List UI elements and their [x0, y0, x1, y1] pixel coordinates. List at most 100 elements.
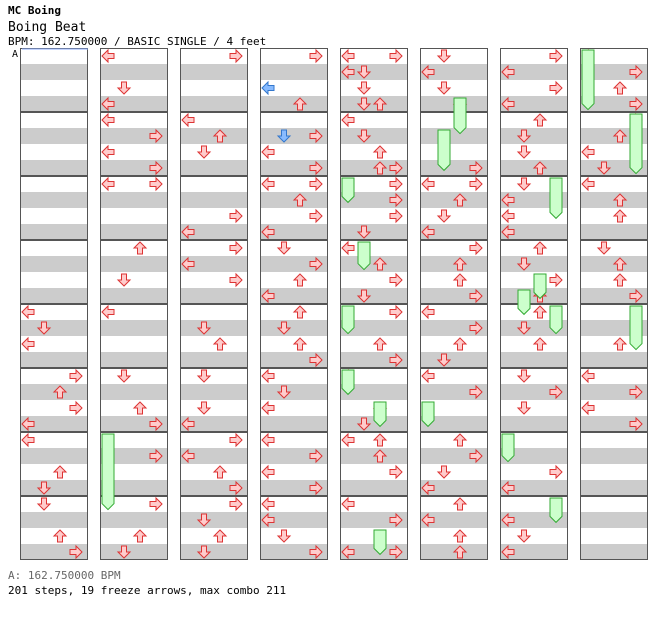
measure-box: [580, 496, 648, 560]
measure-box: [420, 176, 488, 240]
right-arrow: [69, 544, 83, 560]
left-arrow: [501, 192, 515, 208]
beat-stripe: [260, 512, 328, 528]
up-arrow: [452, 273, 468, 287]
right-arrow: [629, 416, 643, 432]
left-arrow: [261, 464, 275, 480]
beat-stripe: [500, 128, 568, 144]
beat-stripe: [260, 544, 328, 560]
beat-stripe: [500, 256, 568, 272]
measure-box: [100, 496, 168, 560]
down-arrow: [356, 129, 372, 143]
beat-stripe: [180, 144, 248, 160]
up-arrow: [292, 337, 308, 351]
left-arrow: [261, 400, 275, 416]
left-arrow: [101, 48, 115, 64]
measure-box: [20, 432, 88, 496]
measure-box: [100, 304, 168, 368]
beat-stripe: [260, 432, 328, 448]
beat-stripe: [20, 48, 88, 64]
beat-stripe: [260, 496, 328, 512]
up-arrow: [52, 465, 68, 479]
beat-stripe: [340, 80, 408, 96]
left-arrow: [341, 544, 355, 560]
up-arrow: [452, 257, 468, 271]
chart-column: [100, 48, 168, 560]
beat-stripe: [580, 512, 648, 528]
beat-stripe: [500, 48, 568, 64]
right-arrow: [389, 544, 403, 560]
right-arrow: [389, 160, 403, 176]
beat-stripe: [340, 496, 408, 512]
down-arrow: [276, 321, 292, 335]
down-arrow: [196, 545, 212, 559]
beat-stripe: [20, 416, 88, 432]
up-arrow: [612, 273, 628, 287]
beat-stripe: [420, 48, 488, 64]
measure-box: [180, 176, 248, 240]
beat-stripe: [20, 224, 88, 240]
beat-stripe: [500, 224, 568, 240]
measure-box: [100, 176, 168, 240]
right-arrow: [149, 416, 163, 432]
right-arrow: [469, 160, 483, 176]
beat-stripe: [180, 272, 248, 288]
beat-stripe: [580, 64, 648, 80]
beat-stripe: [340, 320, 408, 336]
chart-column: [20, 48, 88, 560]
beat-stripe: [340, 64, 408, 80]
beat-stripe: [180, 448, 248, 464]
up-arrow: [452, 433, 468, 447]
beat-stripe: [180, 496, 248, 512]
beat-stripe: [420, 128, 488, 144]
measure-box: [340, 112, 408, 176]
beat-stripe: [340, 288, 408, 304]
down-arrow: [436, 465, 452, 479]
beat-stripe: [340, 352, 408, 368]
beat-stripe: [260, 128, 328, 144]
left-arrow: [101, 96, 115, 112]
beat-stripe: [20, 400, 88, 416]
beat-stripe: [180, 480, 248, 496]
beat-stripe: [100, 272, 168, 288]
beat-stripe: [420, 160, 488, 176]
up-arrow: [292, 97, 308, 111]
measure-box: [180, 432, 248, 496]
beat-stripe: [340, 304, 408, 320]
beat-stripe: [100, 352, 168, 368]
beat-stripe: [20, 448, 88, 464]
left-arrow: [341, 432, 355, 448]
beat-stripe: [180, 432, 248, 448]
beat-stripe: [580, 224, 648, 240]
beat-stripe: [340, 416, 408, 432]
down-arrow: [516, 177, 532, 191]
measure-box: [420, 240, 488, 304]
chart-column: [260, 48, 328, 560]
beat-stripe: [260, 352, 328, 368]
measure-box: [260, 496, 328, 560]
beat-stripe: [420, 400, 488, 416]
beat-stripe: [100, 64, 168, 80]
measure-box: [340, 240, 408, 304]
up-arrow: [452, 497, 468, 511]
beat-stripe: [500, 416, 568, 432]
beat-stripe: [180, 368, 248, 384]
up-arrow: [372, 433, 388, 447]
up-arrow: [452, 193, 468, 207]
measure-box: [180, 496, 248, 560]
beat-stripe: [580, 384, 648, 400]
beat-stripe: [180, 48, 248, 64]
right-arrow: [149, 160, 163, 176]
down-arrow: [276, 529, 292, 543]
left-arrow: [181, 416, 195, 432]
right-arrow: [149, 128, 163, 144]
left-arrow: [501, 480, 515, 496]
right-arrow: [309, 352, 323, 368]
beat-stripe: [100, 96, 168, 112]
right-arrow: [629, 96, 643, 112]
right-arrow: [629, 288, 643, 304]
beat-stripe: [180, 96, 248, 112]
measure-box: [580, 368, 648, 432]
beat-stripe: [260, 160, 328, 176]
measure-box: [180, 48, 248, 112]
